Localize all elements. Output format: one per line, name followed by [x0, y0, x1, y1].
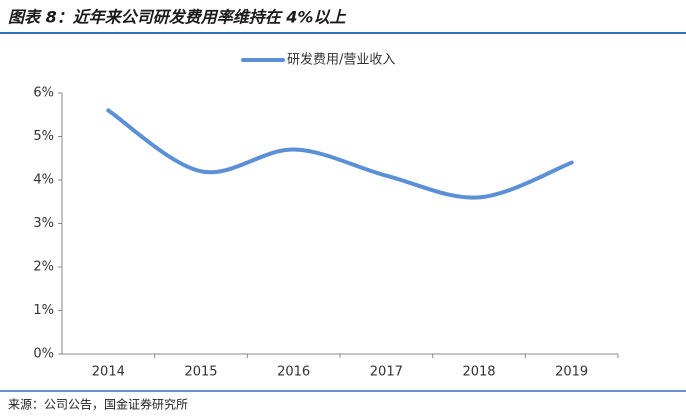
y-tick-label: 0% [33, 347, 54, 362]
legend-label: 研发费用/营业收入 [287, 52, 395, 68]
x-tick-label: 2015 [184, 365, 217, 380]
source: 来源：公司公告，国金证券研究所 [8, 397, 188, 412]
x-tick-label: 2016 [277, 365, 310, 380]
y-tick-label: 5% [33, 129, 54, 144]
x-tick-label: 2019 [555, 365, 588, 380]
y-tick-label: 3% [33, 216, 54, 231]
x-tick-label: 2018 [462, 365, 495, 380]
y-tick-label: 6% [33, 86, 54, 101]
chart-title: 图表 8：近年来公司研发费用率维持在 4%以上 [8, 8, 346, 27]
line-series [106, 108, 574, 200]
y-tick-label: 2% [33, 260, 54, 275]
x-tick-label: 2014 [92, 365, 125, 380]
y-tick-label: 4% [33, 173, 54, 188]
y-tick-label: 1% [33, 303, 54, 318]
x-tick-label: 2017 [370, 365, 403, 380]
